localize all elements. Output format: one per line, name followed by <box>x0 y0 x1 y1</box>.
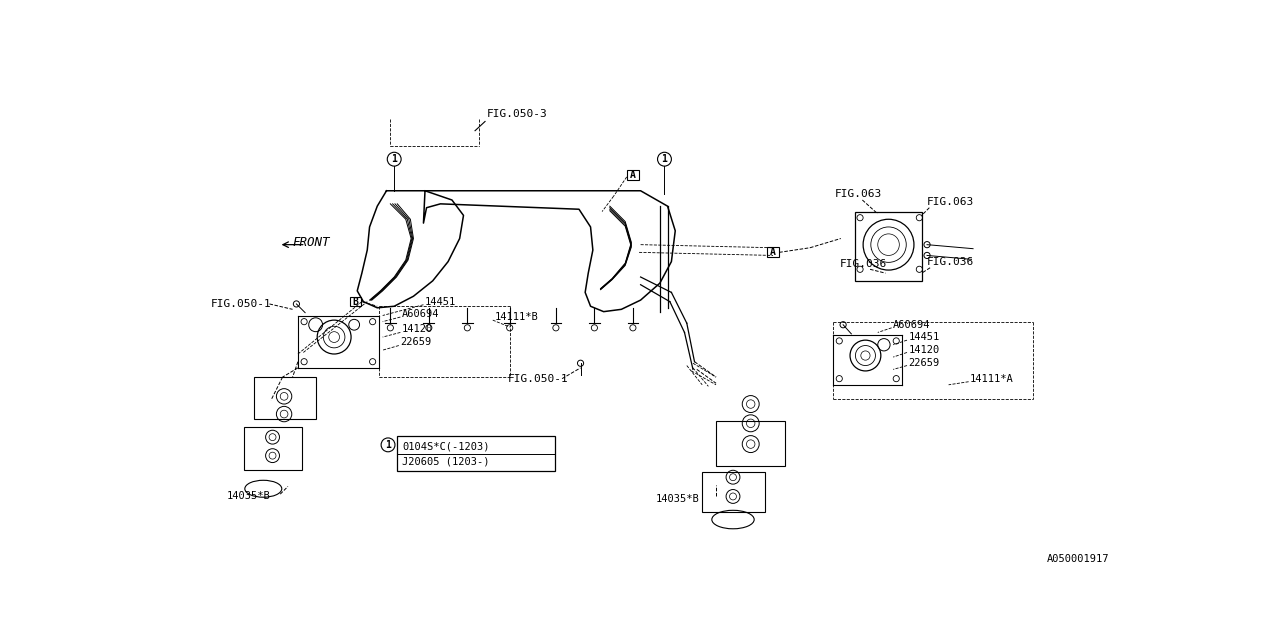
Text: J20605 (1203-): J20605 (1203-) <box>402 457 489 467</box>
Text: 0104S*C(-1203): 0104S*C(-1203) <box>402 442 489 451</box>
Text: 14120: 14120 <box>909 345 940 355</box>
Text: A: A <box>630 170 636 180</box>
Text: A: A <box>771 247 776 257</box>
Bar <box>244 427 302 470</box>
Text: A050001917: A050001917 <box>1047 554 1110 564</box>
Text: 1: 1 <box>392 154 397 164</box>
Text: FIG.036: FIG.036 <box>927 257 974 267</box>
Text: A60694: A60694 <box>893 320 931 330</box>
Text: 14451: 14451 <box>909 332 940 342</box>
Text: 14035*B: 14035*B <box>227 492 270 502</box>
Bar <box>703 472 765 512</box>
Text: 22659: 22659 <box>401 337 431 348</box>
Text: FIG.063: FIG.063 <box>835 189 882 199</box>
Text: FIG.050-1: FIG.050-1 <box>211 299 271 309</box>
Text: FRONT: FRONT <box>293 236 330 249</box>
Text: 14451: 14451 <box>425 296 456 307</box>
Text: 1: 1 <box>662 154 667 164</box>
Text: FIG.050-3: FIG.050-3 <box>486 109 548 119</box>
Text: A60694: A60694 <box>402 309 439 319</box>
Bar <box>716 421 786 466</box>
Text: 22659: 22659 <box>909 358 940 368</box>
Text: FIG.036: FIG.036 <box>840 259 887 269</box>
Text: B: B <box>353 296 358 307</box>
Bar <box>855 212 923 281</box>
Bar <box>627 170 639 180</box>
Text: 14111*B: 14111*B <box>494 312 538 322</box>
Bar <box>397 436 556 471</box>
Bar <box>253 377 316 419</box>
Bar <box>767 247 780 257</box>
Text: FIG.050-1: FIG.050-1 <box>508 374 568 383</box>
Text: FIG.063: FIG.063 <box>927 196 974 207</box>
Text: 1: 1 <box>385 440 390 450</box>
Text: 14120: 14120 <box>402 324 433 334</box>
Text: 14111*A: 14111*A <box>970 374 1014 383</box>
Text: 14035*B: 14035*B <box>657 494 700 504</box>
Bar <box>349 297 361 307</box>
